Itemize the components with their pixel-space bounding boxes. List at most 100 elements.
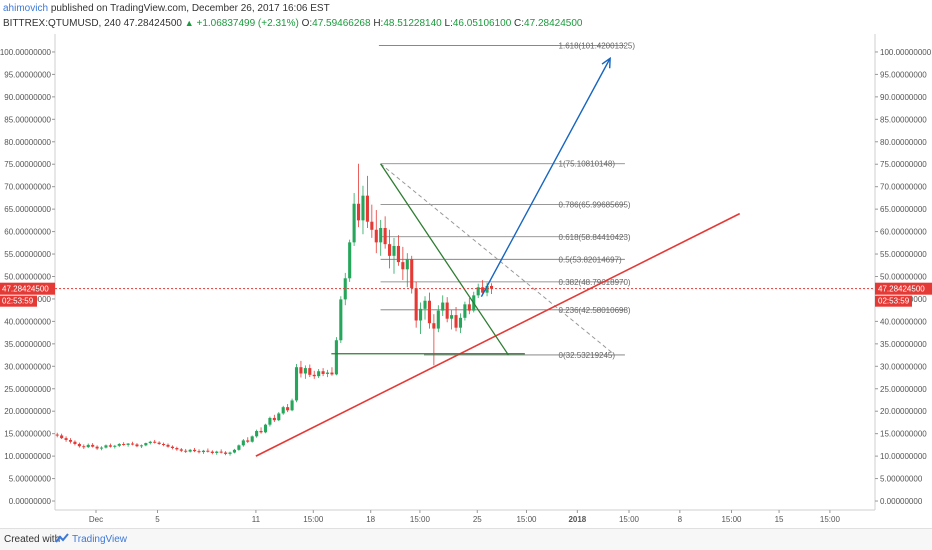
candle-body [108, 445, 112, 447]
candle-body [321, 371, 325, 374]
fib-level-label: 0.618(58.84410423) [559, 233, 631, 242]
y-tick-label-right: 90.00000000 [880, 93, 927, 102]
fib-level-label: 0.5(53.82014697) [559, 255, 623, 264]
y-tick-label-right: 55.00000000 [880, 250, 927, 259]
y-tick-label-left: 35.00000000 [4, 340, 51, 349]
tradingview-logo-icon[interactable] [55, 533, 69, 545]
countdown-tag-right [875, 295, 912, 307]
fib-level-label: 0.786(65.99685695) [559, 201, 631, 210]
y-tick-label-right: 20.00000000 [880, 407, 927, 416]
y-tick-label-right: 75.00000000 [880, 160, 927, 169]
y-tick-label-left: 40.00000000 [4, 317, 51, 326]
candle-body [153, 441, 157, 443]
x-tick-label: 15:00 [516, 515, 537, 524]
candle-body [414, 288, 418, 321]
candle-body [215, 451, 219, 453]
candle-body [343, 278, 347, 300]
price-change: +1.06837499 (+2.31%) [196, 18, 299, 29]
y-tick-label-right: 95.00000000 [880, 70, 927, 79]
candle-body [241, 440, 245, 446]
y-tick-label-right: 0.00000000 [880, 497, 923, 506]
candle-body [396, 245, 400, 263]
candle-body [268, 417, 272, 425]
candle-body [299, 367, 303, 374]
y-tick-label-left: 100.00000000 [0, 48, 52, 57]
blue-target-arrow-line [480, 57, 611, 298]
candle-body [201, 450, 205, 453]
x-tick-label: 15:00 [721, 515, 742, 524]
fib-level-label: 0.382(48.79618970) [559, 278, 631, 287]
candle-body [175, 448, 179, 450]
open-label: O: [301, 18, 313, 29]
low-value: 46.05106100 [452, 18, 512, 29]
y-tick-label-right: 30.00000000 [880, 362, 927, 371]
candle-body [388, 244, 392, 256]
candle-body [104, 445, 108, 448]
y-tick-label-left: 15.00000000 [4, 430, 51, 439]
candle-body [467, 304, 471, 311]
y-tick-label-right: 60.00000000 [880, 228, 927, 237]
candle-body [255, 430, 259, 437]
candle-body [210, 451, 214, 453]
candle-body [463, 304, 467, 318]
x-tick-label: 15:00 [820, 515, 841, 524]
candle-body [68, 439, 73, 442]
y-tick-label-left: 85.00000000 [4, 115, 51, 124]
candle-body [162, 443, 166, 445]
y-tick-label-right: 80.00000000 [880, 138, 927, 147]
candle-body [82, 446, 86, 448]
candle-body [352, 203, 356, 243]
current-price-tag-right [875, 282, 932, 295]
arrow-head-icon [601, 56, 611, 69]
y-tick-label-right: 70.00000000 [880, 183, 927, 192]
candle-body [317, 371, 321, 377]
candle-body [374, 229, 378, 243]
candle-body [410, 259, 414, 289]
symbol-info: BITTREX:QTUMUSD, 240 47.28424500 ▲ +1.06… [3, 18, 582, 29]
last-price: 47.28424500 [123, 18, 182, 29]
candle-body [290, 400, 294, 411]
candle-body [60, 435, 64, 439]
close-value: 47.28424500 [524, 18, 583, 29]
y-tick-label-left: 0.00000000 [9, 497, 52, 506]
candle-body [179, 449, 183, 451]
candle-body [122, 443, 126, 445]
candle-body [432, 323, 436, 329]
current-price-label-right: 47.28424500 [878, 285, 925, 294]
candle-body [312, 374, 316, 377]
chart-background [0, 34, 932, 528]
x-tick-label: 15:00 [410, 515, 431, 524]
candle-body [95, 446, 99, 449]
y-tick-label-left: 20.00000000 [4, 407, 51, 416]
candle-body [237, 445, 241, 450]
tradingview-brand[interactable]: TradingView [72, 534, 128, 545]
x-tick-label: 5 [155, 515, 160, 524]
candle-body [489, 285, 494, 289]
candle-body [481, 287, 485, 293]
candle-body [441, 302, 445, 311]
candle-body [294, 367, 299, 401]
close-label: C: [514, 18, 525, 29]
author-link[interactable]: ahimovich [3, 3, 49, 14]
high-label: H: [373, 18, 384, 29]
y-tick-label-left: 80.00000000 [4, 138, 51, 147]
candle-body [126, 443, 130, 445]
price-chart[interactable]: 0.00000000 0.00000000 5.00000000 5.00000000… [0, 34, 932, 528]
candle-body [445, 302, 449, 319]
created-with-text: Created with [4, 534, 61, 545]
candle-body [392, 245, 396, 256]
candle-body [144, 443, 148, 446]
y-tick-label-right: 35.00000000 [880, 340, 927, 349]
candle-body [184, 450, 188, 452]
y-tick-label-right: 50.00000000 [880, 272, 927, 281]
candle-body [130, 443, 135, 445]
candle-body [86, 444, 90, 448]
candle-body [139, 445, 143, 447]
y-tick-label-left: 10.00000000 [4, 452, 51, 461]
x-tick-label: 8 [678, 515, 683, 524]
candle-body [206, 450, 210, 452]
candle-body [419, 308, 423, 321]
candle-body [303, 368, 307, 374]
published-text: published on TradingView.com, December 2… [50, 3, 330, 14]
footer-bar: Created with TradingView [0, 528, 932, 550]
